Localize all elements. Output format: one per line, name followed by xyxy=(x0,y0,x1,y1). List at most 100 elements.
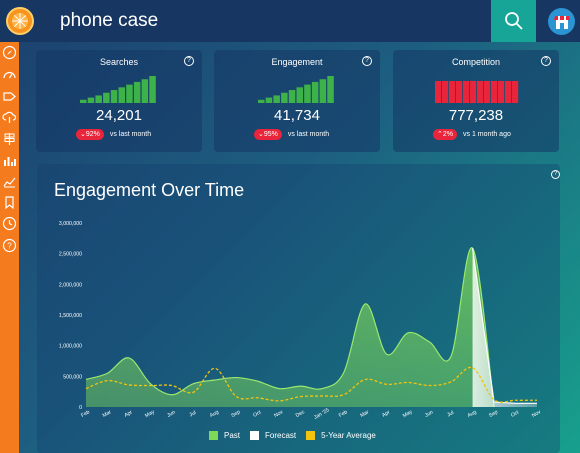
store-button[interactable] xyxy=(548,8,575,35)
mini-bar xyxy=(288,90,296,103)
mini-bar xyxy=(463,81,470,103)
sidebar-item-downloads[interactable] xyxy=(1,109,18,126)
mini-bar xyxy=(477,81,484,103)
tag-icon xyxy=(3,92,16,101)
card-change: ⌃2% vs 1 month ago xyxy=(433,128,511,140)
legend-item-forecast[interactable]: Forecast xyxy=(250,431,296,440)
help-icon[interactable]: ? xyxy=(362,56,372,66)
svg-text:?: ? xyxy=(7,242,12,251)
mini-bar xyxy=(442,81,449,103)
search-button[interactable] xyxy=(491,0,536,42)
mini-bar xyxy=(133,81,141,103)
engagement-chart: 0 500,000 1,000,000 1,500,000 2,000,000 2,500… xyxy=(59,221,542,421)
sidebar-item-bar-chart[interactable] xyxy=(1,152,18,169)
mini-bar xyxy=(304,84,311,103)
x-tick-label: Feb xyxy=(338,409,349,419)
change-period: vs last month xyxy=(109,130,152,138)
legend-item-5-year-average[interactable]: 5-Year Average xyxy=(306,431,376,440)
x-tick-label: Apr xyxy=(381,409,391,418)
series-past-line xyxy=(85,247,495,408)
series-5-year-average-line xyxy=(85,366,538,403)
help-icon: ? xyxy=(2,238,17,253)
chevron-up-icon: ⌃ xyxy=(437,130,443,138)
engagement-chart-panel: Engagement Over Time ? 0 500,000 1,000,000… xyxy=(37,164,560,453)
sidebar: ? xyxy=(0,42,19,453)
x-tick-label: Nov xyxy=(273,409,284,419)
x-tick-label: Jul xyxy=(446,410,455,419)
mini-bar xyxy=(484,81,491,103)
card-engagement: Engagement ? 41,734 ⌄95% vs last month xyxy=(214,50,380,152)
x-tick-label: Sep xyxy=(488,409,499,419)
legend-swatch xyxy=(250,431,260,440)
help-icon[interactable]: ? xyxy=(184,56,194,66)
sidebar-item-saved[interactable] xyxy=(1,194,18,211)
mini-bar xyxy=(505,81,512,103)
chart-legend: Past Forecast 5-Year Average xyxy=(209,431,386,440)
mini-bar xyxy=(311,81,319,103)
card-value: 777,238 xyxy=(448,107,504,124)
mini-bar-chart xyxy=(80,76,156,103)
y-tick-label: 2,500,000 xyxy=(59,252,82,258)
x-tick-label: Nov xyxy=(531,409,542,419)
mini-bar xyxy=(95,95,102,103)
x-tick-label: May xyxy=(144,409,156,419)
sidebar-item-help[interactable]: ? xyxy=(1,237,18,254)
sidebar-item-dashboard[interactable] xyxy=(1,66,18,83)
bookmark-icon xyxy=(5,196,14,210)
card-title: Competition xyxy=(451,57,501,67)
search-input[interactable] xyxy=(60,8,480,34)
clock-icon xyxy=(2,216,17,231)
mini-bar xyxy=(110,90,118,103)
mini-bar xyxy=(87,97,95,103)
bar-chart-icon xyxy=(4,157,16,166)
mini-bar-chart xyxy=(435,81,519,103)
mini-bar xyxy=(319,79,327,103)
y-tick-label: 1,000,000 xyxy=(59,344,82,350)
chart-title: Engagement Over Time xyxy=(54,180,245,200)
card-change: ⌄95% vs last month xyxy=(254,128,329,140)
x-tick-label: Dec xyxy=(295,409,306,419)
change-badge: ⌄92% xyxy=(76,128,104,140)
line-chart-icon xyxy=(3,177,16,188)
mini-bar xyxy=(118,87,125,103)
change-period: vs 1 month ago xyxy=(463,130,511,138)
card-searches: Searches ? 24,201 ⌄92% vs last month xyxy=(36,50,202,152)
card-competition: Competition ? 777,238 ⌃2% vs 1 month ago xyxy=(393,50,559,152)
mini-bar-chart xyxy=(258,76,334,103)
x-tick-label: Aug xyxy=(467,409,478,419)
mini-bar xyxy=(456,81,463,103)
mini-bar xyxy=(265,97,273,103)
orange-slice-icon[interactable] xyxy=(6,7,34,35)
storefront-icon xyxy=(553,15,570,29)
y-tick-label: 500,000 xyxy=(63,374,82,380)
sidebar-item-explore[interactable] xyxy=(1,44,18,61)
legend-swatch xyxy=(209,431,218,440)
card-change: ⌄92% vs last month xyxy=(76,128,151,140)
mini-bar xyxy=(273,95,280,103)
mini-bar xyxy=(258,99,265,103)
legend-item-past[interactable]: Past xyxy=(209,431,240,440)
mini-bar xyxy=(103,92,110,103)
help-icon[interactable]: ? xyxy=(551,170,560,179)
sidebar-item-line-chart[interactable] xyxy=(1,173,18,190)
x-tick-label: Jun xyxy=(166,409,176,418)
chevron-down-icon: ⌄ xyxy=(80,130,86,138)
card-value: 24,201 xyxy=(96,107,142,124)
mini-bar xyxy=(296,87,303,103)
y-tick-label: 3,000,000 xyxy=(59,221,82,227)
sidebar-item-tags[interactable] xyxy=(1,88,18,105)
x-tick-label: Mar xyxy=(102,409,113,419)
card-title: Engagement xyxy=(271,57,323,67)
card-value: 41,734 xyxy=(274,107,320,124)
sidebar-item-history[interactable] xyxy=(1,215,18,232)
x-tick-label: Sep xyxy=(230,409,241,419)
mini-bar xyxy=(491,81,498,103)
card-title: Searches xyxy=(99,57,139,67)
x-tick-label: Feb xyxy=(80,409,91,419)
search-icon xyxy=(504,12,523,30)
sidebar-item-directions[interactable] xyxy=(1,130,18,147)
x-tick-label: Jan '25 xyxy=(313,407,330,421)
mini-bar xyxy=(470,81,477,103)
help-icon[interactable]: ? xyxy=(541,56,551,66)
mini-bar xyxy=(435,81,442,103)
